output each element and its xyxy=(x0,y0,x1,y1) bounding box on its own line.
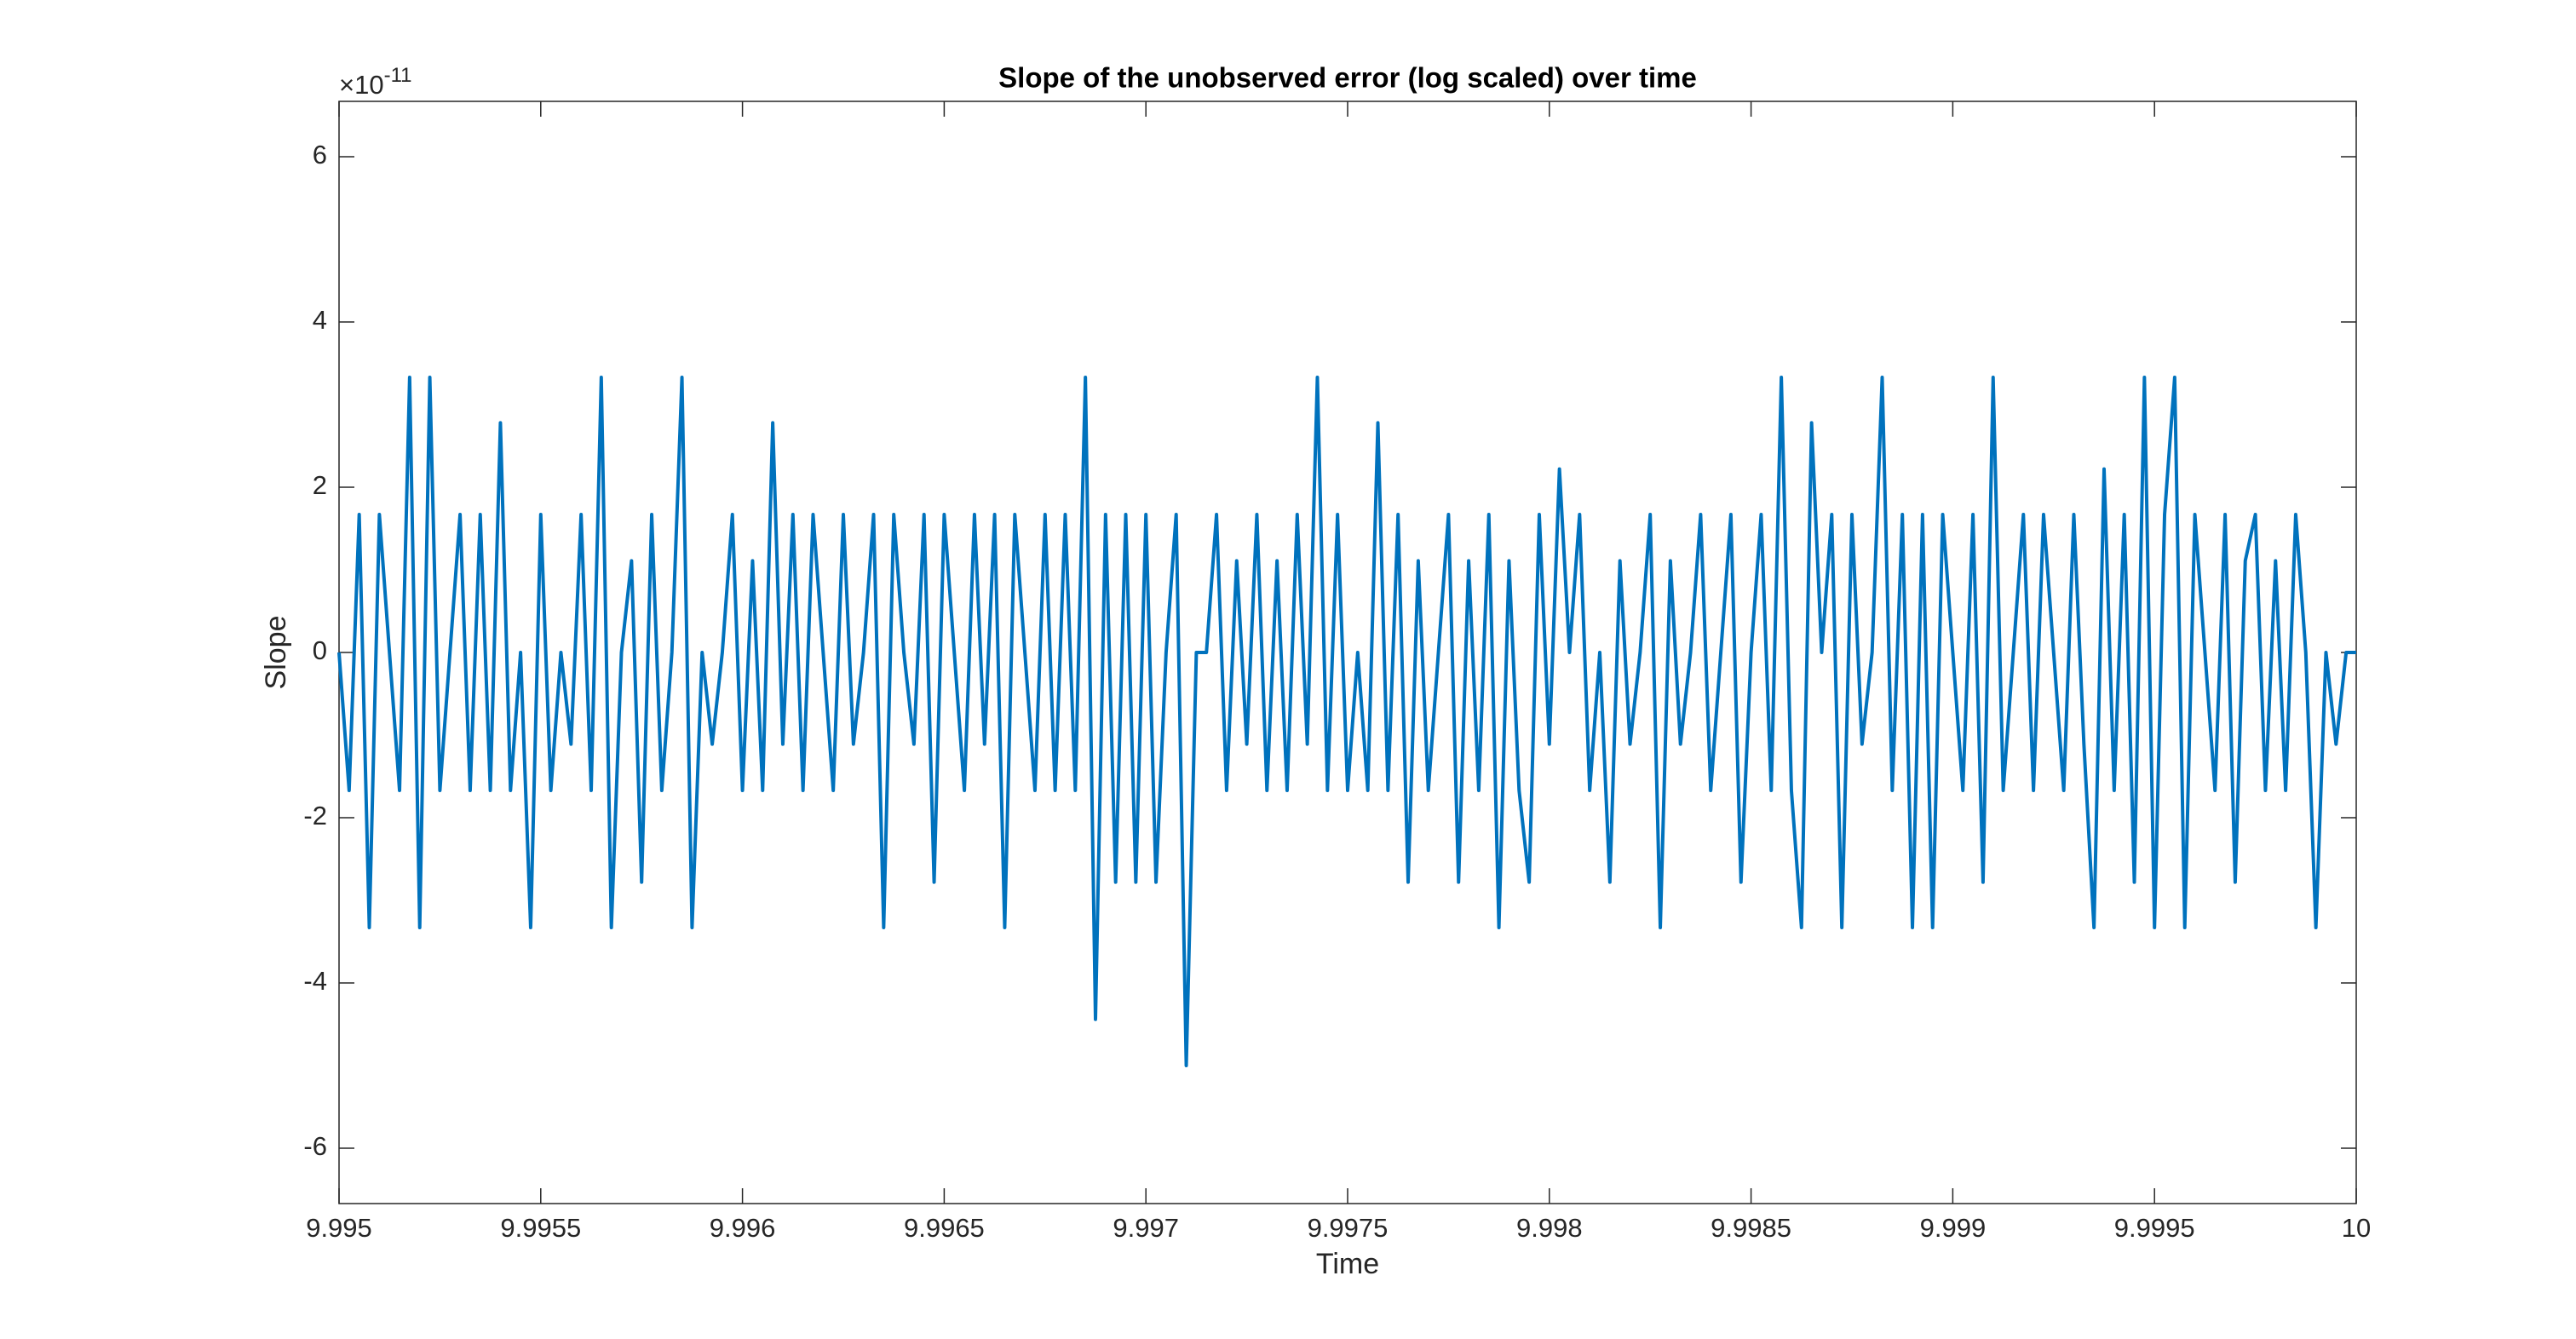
x-tick-label: 9.997 xyxy=(1113,1213,1179,1243)
x-tick-label: 9.9975 xyxy=(1308,1213,1389,1243)
x-axis-label: Time xyxy=(1316,1248,1379,1280)
data-line xyxy=(337,375,2356,1068)
y-tick-label: -4 xyxy=(303,966,327,996)
x-tick-label: 9.9995 xyxy=(2114,1213,2195,1243)
x-tick-label: 9.9965 xyxy=(904,1213,985,1243)
chart-title: Slope of the unobserved error (log scale… xyxy=(998,62,1697,94)
x-tick-label: 9.995 xyxy=(306,1213,372,1243)
x-tick-label: 10 xyxy=(2342,1213,2371,1243)
y-tick-label: 2 xyxy=(313,470,327,500)
y-tick-label: 6 xyxy=(313,140,327,170)
x-tick-label: 9.9955 xyxy=(500,1213,581,1243)
y-multiplier-base: ×10 xyxy=(339,70,384,100)
y-axis-label: Slope xyxy=(260,616,292,690)
y-tick-label: -2 xyxy=(303,801,327,830)
y-tick-label: -6 xyxy=(303,1131,327,1161)
x-tick-label: 9.9985 xyxy=(1711,1213,1791,1243)
y-multiplier-exponent: -11 xyxy=(384,64,412,87)
y-multiplier: ×10-11 xyxy=(339,64,412,100)
y-tick-label: 4 xyxy=(313,305,327,335)
x-tick-label: 9.998 xyxy=(1516,1213,1583,1243)
x-tick-label: 9.996 xyxy=(710,1213,776,1243)
y-tick-label: 0 xyxy=(313,635,327,665)
x-tick-label: 9.999 xyxy=(1920,1213,1987,1243)
